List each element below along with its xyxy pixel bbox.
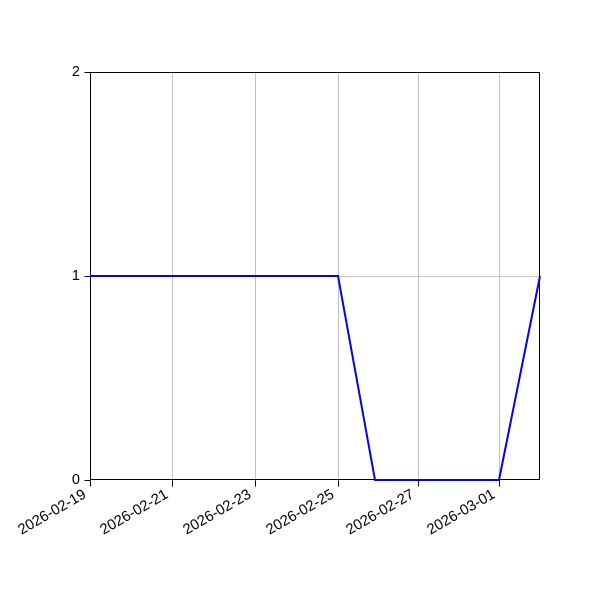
- svg-text:0: 0: [72, 472, 80, 488]
- svg-text:1: 1: [72, 268, 80, 284]
- svg-text:2: 2: [72, 64, 80, 80]
